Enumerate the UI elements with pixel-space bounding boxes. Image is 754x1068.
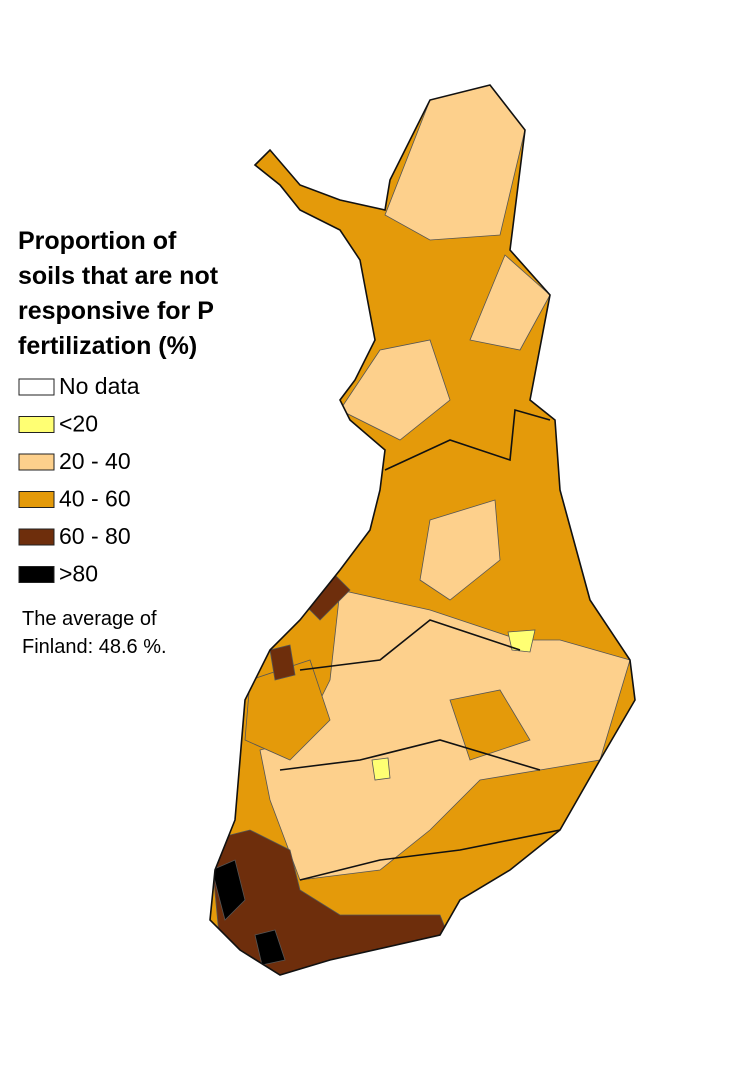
note: Finland: 48.6 %.	[22, 636, 167, 658]
region	[339, 339, 451, 441]
region	[469, 254, 551, 351]
legend: Proportion of soils that are not responsiv…	[18, 227, 219, 658]
province-border	[279, 739, 541, 771]
legend-label: >80	[59, 561, 98, 587]
region	[419, 499, 501, 601]
legend-label: <20	[59, 411, 98, 437]
region	[384, 85, 526, 241]
legend-title: fertilization (%)	[18, 332, 197, 360]
legend-label: 40 - 60	[59, 486, 131, 512]
legend-swatch	[18, 416, 55, 433]
note: The average of	[22, 608, 157, 630]
legend-label: 20 - 40	[59, 448, 131, 474]
province-border	[299, 619, 521, 671]
legend-label: No data	[59, 373, 140, 399]
province-border	[299, 829, 561, 881]
province-border	[384, 408, 551, 471]
country-outline	[209, 84, 636, 976]
legend-swatch	[18, 453, 55, 471]
legend-swatch	[18, 528, 55, 546]
legend-swatch	[18, 566, 55, 583]
legend-title: responsive for P	[18, 297, 214, 325]
region	[449, 689, 531, 761]
region	[244, 659, 331, 761]
legend-swatch	[18, 378, 55, 396]
finland	[210, 85, 635, 975]
region	[371, 757, 391, 781]
legend-title: Proportion of	[18, 227, 177, 255]
legend-label: 60 - 80	[59, 523, 131, 549]
legend-title: soils that are not	[18, 262, 219, 290]
region	[211, 859, 246, 921]
region	[254, 929, 286, 966]
legend-swatch	[18, 491, 55, 508]
region	[507, 629, 536, 653]
region	[269, 644, 296, 681]
